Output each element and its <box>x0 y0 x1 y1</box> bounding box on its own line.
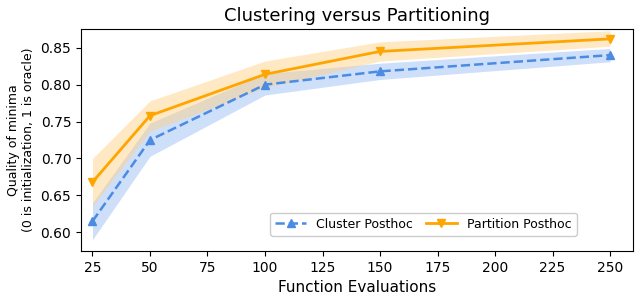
Cluster Posthoc <box>376 69 384 73</box>
Partition Posthoc <box>376 50 384 53</box>
Line: Cluster Posthoc: Cluster Posthoc <box>88 51 614 225</box>
Cluster Posthoc <box>146 138 154 142</box>
Y-axis label: Quality of minima
(0 is initialization, 1 is oracle): Quality of minima (0 is initialization, … <box>7 48 35 232</box>
Title: Clustering versus Partitioning: Clustering versus Partitioning <box>224 7 490 25</box>
Partition Posthoc <box>146 114 154 117</box>
Partition Posthoc <box>88 180 96 184</box>
Cluster Posthoc <box>88 220 96 223</box>
Cluster Posthoc <box>606 53 614 57</box>
Cluster Posthoc <box>261 83 269 86</box>
Partition Posthoc <box>606 37 614 41</box>
Partition Posthoc <box>261 72 269 76</box>
X-axis label: Function Evaluations: Function Evaluations <box>278 280 436 295</box>
Legend: Cluster Posthoc, Partition Posthoc: Cluster Posthoc, Partition Posthoc <box>270 213 577 236</box>
Line: Partition Posthoc: Partition Posthoc <box>88 35 614 186</box>
